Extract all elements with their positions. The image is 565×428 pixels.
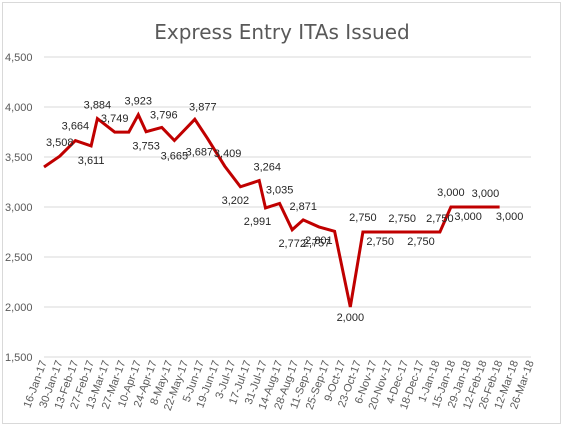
data-label: 3,000 [437, 187, 465, 199]
data-label: 3,749 [101, 113, 129, 125]
data-label: 3,687 [186, 146, 214, 158]
data-label: 3,665 [161, 151, 189, 163]
y-tick-label: 3,500 [5, 152, 33, 164]
y-tick-label: 4,000 [5, 102, 33, 114]
y-tick-label: 2,500 [5, 252, 33, 264]
data-label: 3,664 [62, 121, 90, 133]
y-tick-label: 1,500 [5, 352, 33, 364]
data-label: 3,508 [46, 137, 74, 149]
data-label: 2,801 [305, 235, 333, 247]
series-line [43, 111, 500, 308]
y-tick-label: 3,000 [5, 202, 33, 214]
data-label: 3,409 [214, 148, 242, 160]
data-label: 3,000 [472, 188, 500, 200]
data-label: 3,000 [454, 211, 482, 223]
data-label: 2,750 [388, 213, 416, 225]
data-label: 3,000 [496, 211, 524, 223]
data-label: 2,871 [289, 201, 317, 213]
y-tick-label: 4,500 [5, 52, 33, 64]
data-label: 3,877 [189, 101, 217, 113]
data-label: 2,772 [278, 238, 306, 250]
data-label: 2,750 [407, 236, 435, 248]
y-tick-label: 2,000 [5, 302, 33, 314]
grid-lines [44, 56, 531, 358]
series-line-group [43, 111, 500, 308]
data-label: 3,796 [150, 109, 178, 121]
data-label: 3,035 [266, 185, 294, 197]
chart-title: Express Entry ITAs Issued [154, 20, 409, 44]
data-label: 2,750 [349, 212, 377, 224]
data-label: 2,991 [244, 216, 272, 228]
data-label: 3,753 [132, 141, 160, 153]
data-label: 2,750 [426, 213, 454, 225]
data-label: 3,884 [84, 100, 112, 112]
data-label: 2,757 [303, 237, 331, 249]
y-axis: 1,500 2,000 2,500 3,000 3,500 4,000 4,500 [5, 52, 33, 364]
data-label: 3,611 [78, 155, 105, 167]
data-label: 3,264 [253, 162, 281, 174]
data-label: 3,202 [222, 195, 250, 207]
data-label: 3,923 [124, 96, 152, 108]
x-axis: 16-Jan-1730-Jan-1713-Feb-1727-Feb-1713-M… [22, 359, 537, 413]
data-label: 2,000 [337, 312, 365, 324]
data-label: 2,750 [366, 236, 394, 248]
chart-frame [2, 2, 561, 424]
